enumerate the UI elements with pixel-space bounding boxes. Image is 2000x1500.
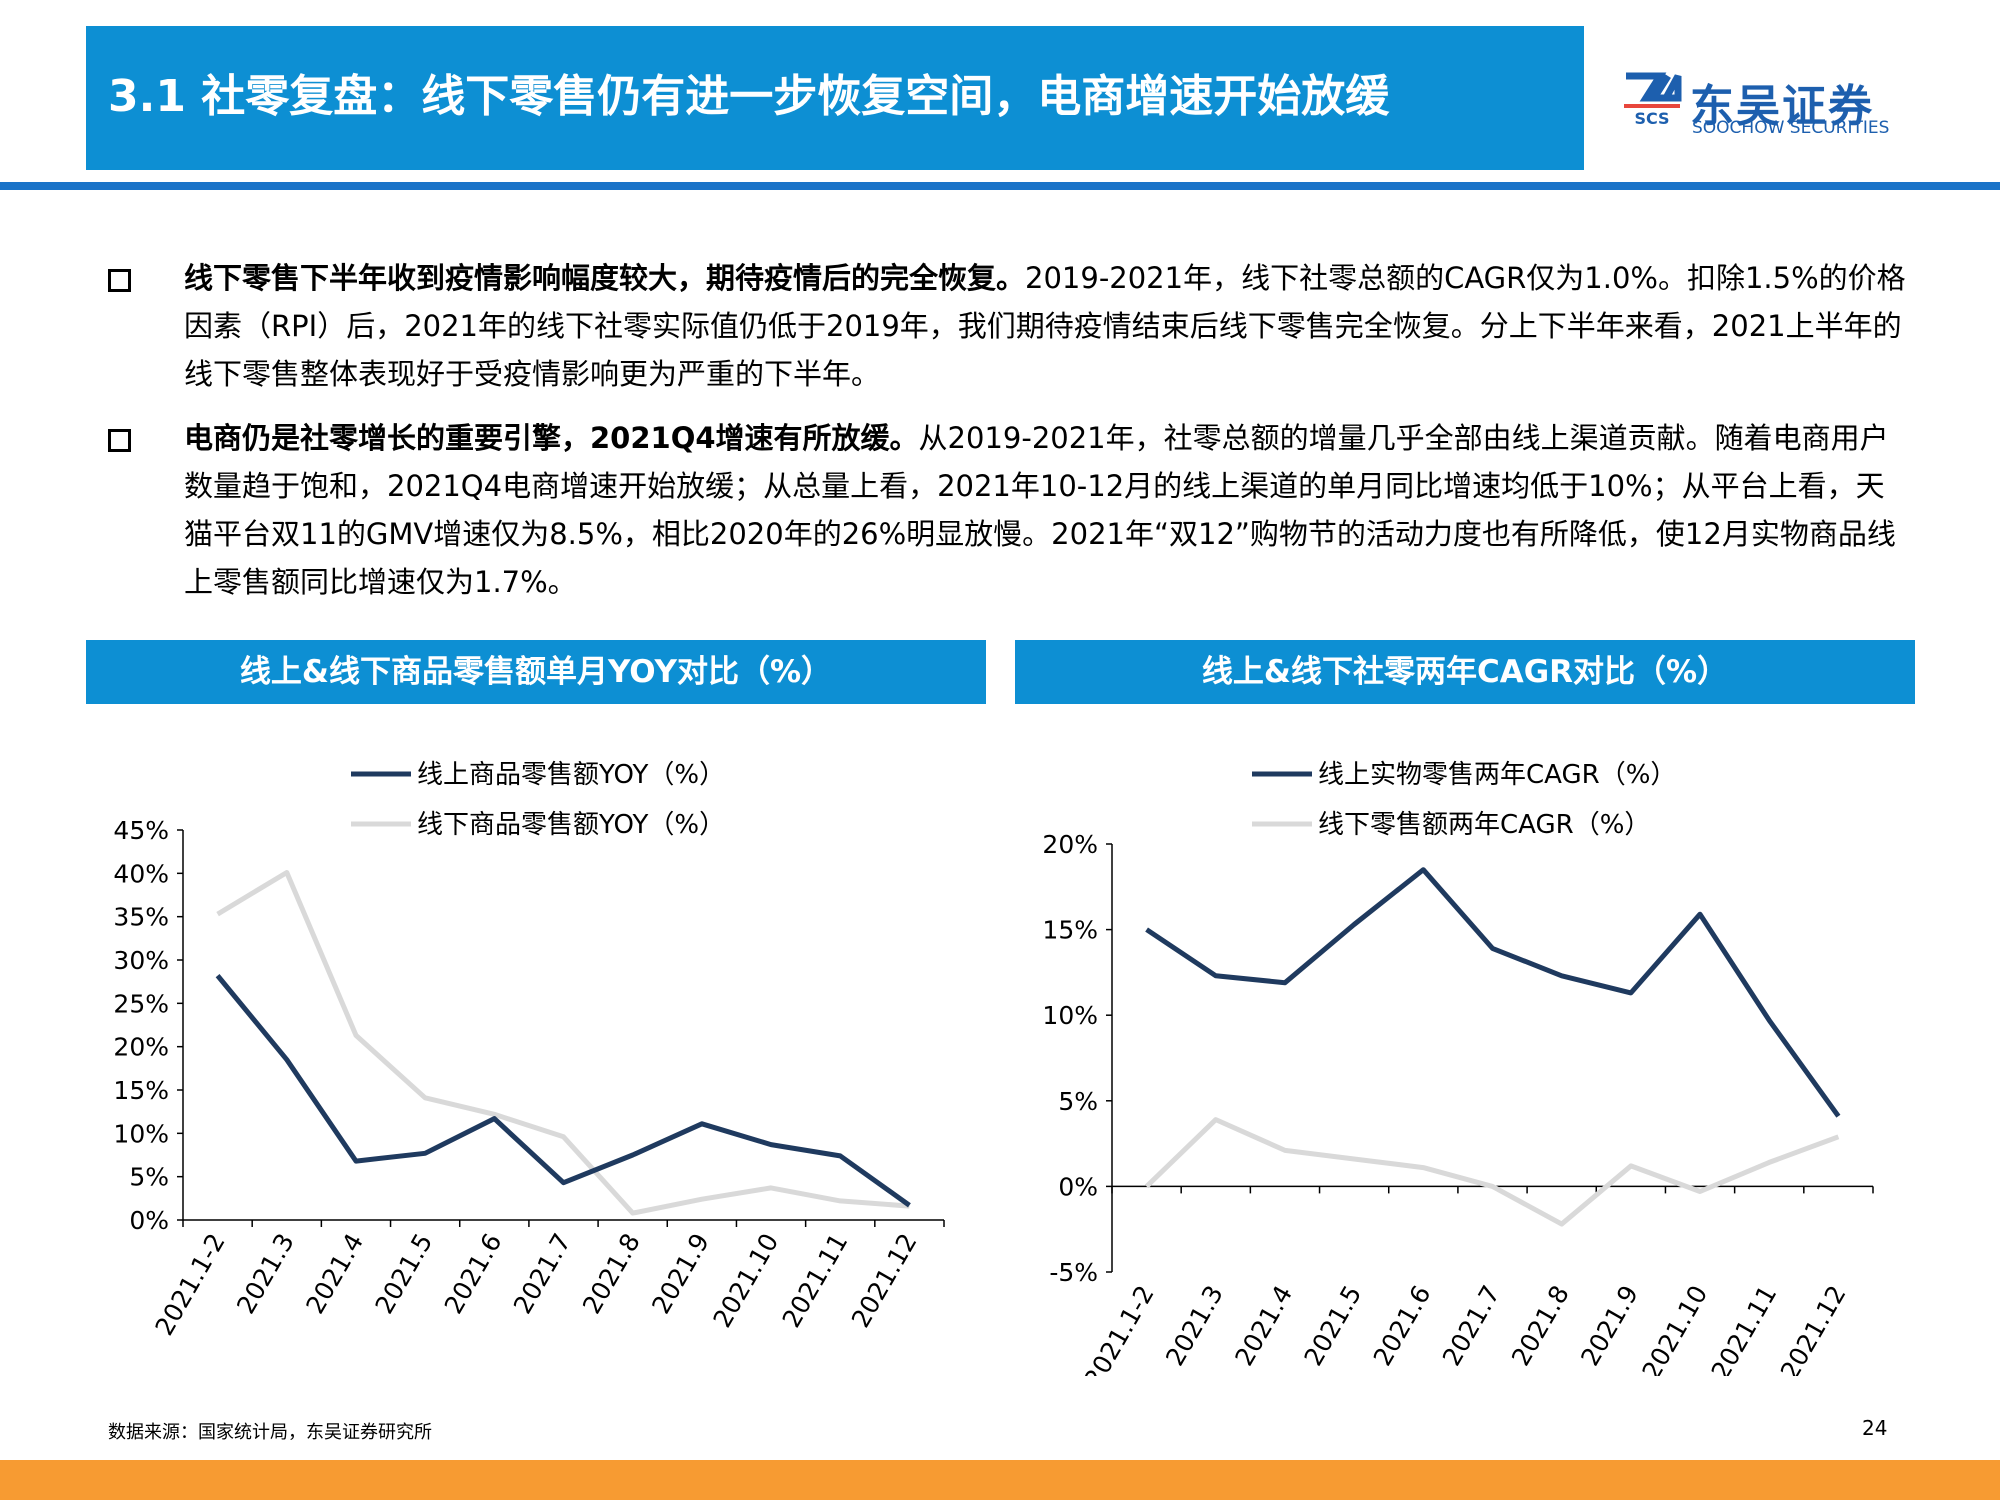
logo-name-cn: 东吴证券 (1690, 81, 1874, 132)
x-tick-label: 2021.8 (1506, 1281, 1575, 1371)
checkbox-square-icon (108, 269, 131, 292)
chart-1: 线上商品零售额YOY（%） 线下商品零售额YOY（%） 0% 5% 10% 15% 20% 2… (113, 760, 945, 1341)
bullet-bold: 电商仍是社零增长的重要引擎，2021Q4增速有所放缓。 (184, 421, 919, 455)
bullet-bold: 线下零售下半年收到疫情影响幅度较大，期待疫情后的完全恢复。 (184, 261, 1026, 295)
x-tick-label: 2021.10 (707, 1229, 784, 1333)
y-tick-label: 40% (113, 859, 169, 888)
x-tick-label: 2021.5 (1298, 1281, 1367, 1371)
x-tick-label: 2021.11 (777, 1229, 854, 1333)
footer-bar (0, 1460, 2000, 1500)
y-tick-label: 5% (129, 1163, 169, 1192)
y-tick-label: 10% (113, 1119, 169, 1148)
y-tick-label: 35% (113, 903, 169, 932)
x-tick-label: 2021.9 (646, 1229, 715, 1319)
y-tick-label: 0% (129, 1206, 169, 1235)
x-tick-label: 2021.6 (1368, 1281, 1437, 1371)
page-title: 3.1 社零复盘：线下零售仍有进一步恢复空间，电商增速开始放缓 (108, 71, 1390, 122)
y-tick-label: 30% (113, 946, 169, 975)
x-tick-label: 2021.4 (300, 1229, 369, 1319)
y-tick-label: 15% (113, 1076, 169, 1105)
x-tick-label: 2021.12 (846, 1229, 923, 1333)
y-tick-label: 45% (113, 816, 169, 845)
y-tick-label: 20% (113, 1033, 169, 1062)
y-tick-label: 20% (1042, 830, 1098, 859)
header-bar (86, 26, 1584, 170)
chart-2-title: 线上&线下社零两年CAGR对比（%） (1015, 640, 1915, 704)
legend-label: 线上商品零售额YOY（%） (417, 760, 725, 790)
x-tick-label: 2021.8 (577, 1229, 646, 1319)
y-tick-label: 25% (113, 989, 169, 1018)
header-rule (0, 182, 2000, 190)
x-tick-label: 2021.9 (1575, 1281, 1644, 1371)
series-line-offline (216, 870, 910, 1216)
x-tick-label: 2021.7 (1437, 1281, 1506, 1371)
y-tick-label: 0% (1058, 1172, 1098, 1201)
series-line-online (1145, 867, 1841, 1118)
checkbox-square-icon (108, 429, 131, 452)
x-tick-label: 2021.12 (1775, 1281, 1852, 1377)
y-tick-label: 5% (1058, 1087, 1098, 1116)
legend-label: 线下商品零售额YOY（%） (417, 810, 725, 840)
logo-mark-text: SCS (1634, 109, 1669, 128)
x-tick-label: 2021.6 (439, 1229, 508, 1319)
chart-1-title: 线上&线下商品零售额单月YOY对比（%） (86, 640, 986, 704)
x-tick-label: 2021.1-2 (149, 1229, 230, 1341)
data-source: 数据来源：国家统计局，东吴证券研究所 (108, 1422, 432, 1443)
x-tick-label: 2021.7 (508, 1229, 577, 1319)
legend-label: 线下零售额两年CAGR（%） (1318, 810, 1650, 840)
chart-2: 线上实物零售两年CAGR（%） 线下零售额两年CAGR（%） -5% 0% 5% 10% 1… (1042, 760, 1874, 1377)
bullet-text: 2019-2021年，线下社零总额的CAGR仅为1.0%。扣除1.5%的价格因素… (184, 261, 1906, 391)
logo-name-en: SOOCHOW SECURITIES (1692, 118, 1890, 138)
x-tick-label: 2021.10 (1636, 1281, 1713, 1377)
x-tick-label: 2021.1-2 (1078, 1281, 1159, 1377)
x-tick-label: 2021.3 (231, 1229, 300, 1319)
x-tick-label: 2021.3 (1160, 1281, 1229, 1371)
series-line-online (215, 974, 911, 1208)
company-logo: SCS 东吴证券 SOOCHOW SECURITIES (1620, 68, 1900, 140)
y-tick-label: 15% (1042, 916, 1098, 945)
page-number: 24 (1862, 1416, 1888, 1440)
series-line-offline (1144, 1117, 1840, 1227)
bullet-item: 电商仍是社零增长的重要引擎，2021Q4增速有所放缓。从2019-2021年，社… (108, 414, 1908, 606)
x-tick-label: 2021.4 (1229, 1281, 1298, 1371)
x-tick-label: 2021.11 (1706, 1281, 1783, 1377)
y-tick-label: 10% (1042, 1001, 1098, 1030)
bullet-text: 从2019-2021年，社零总额的增量几乎全部由线上渠道贡献。随着电商用户数量趋… (184, 421, 1896, 599)
bullet-item: 线下零售下半年收到疫情影响幅度较大，期待疫情后的完全恢复。2019-2021年，… (108, 254, 1908, 398)
y-tick-label: -5% (1049, 1258, 1098, 1287)
logo-mark-icon: SCS (1624, 72, 1682, 128)
bullet-list: 线下零售下半年收到疫情影响幅度较大，期待疫情后的完全恢复。2019-2021年，… (108, 254, 1908, 622)
x-tick-label: 2021.5 (369, 1229, 438, 1319)
legend-label: 线上实物零售两年CAGR（%） (1318, 760, 1676, 790)
